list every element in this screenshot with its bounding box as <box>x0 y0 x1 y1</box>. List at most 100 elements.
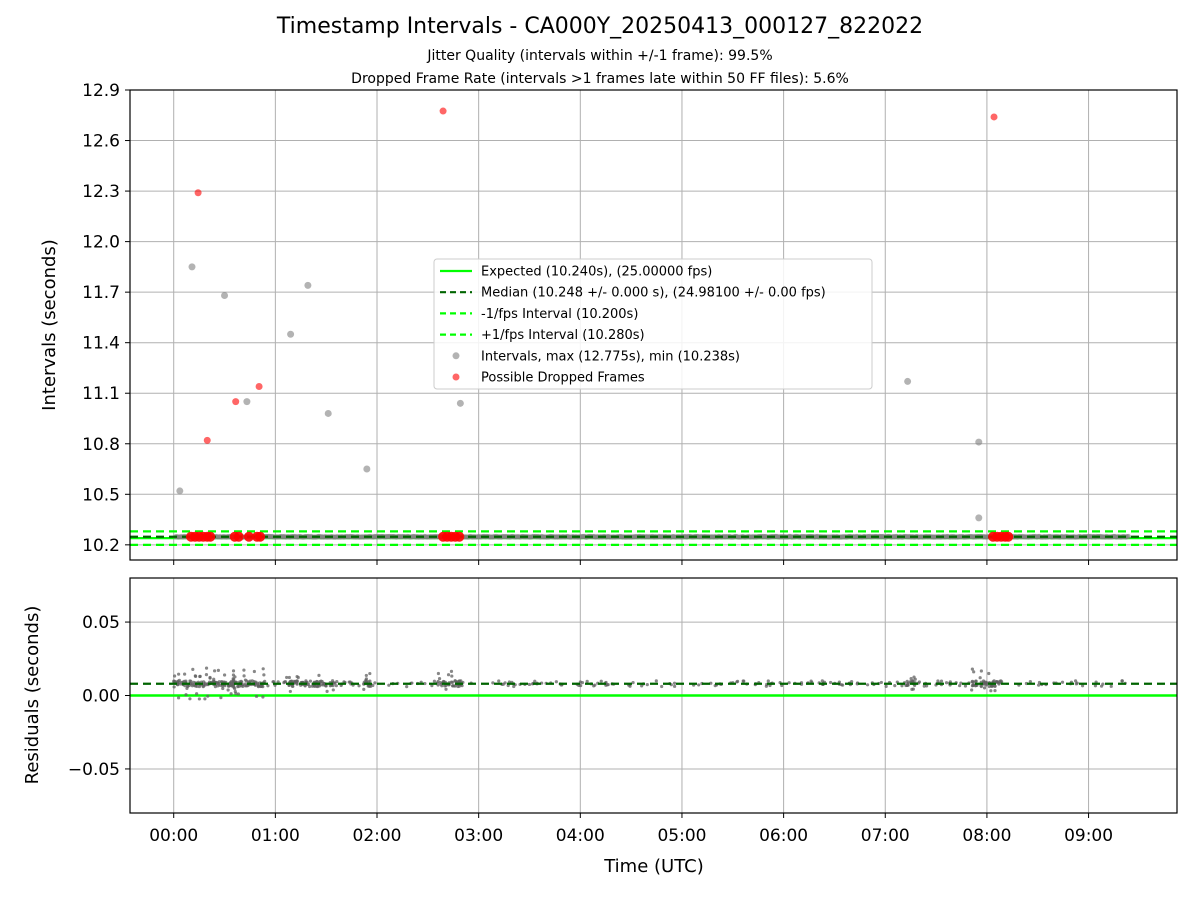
residual-point <box>237 684 242 688</box>
residual-point <box>173 674 177 678</box>
residual-point <box>271 680 275 684</box>
residual-point <box>963 684 968 688</box>
residual-point <box>226 688 230 692</box>
y-tick-label: 12.6 <box>82 132 120 152</box>
residual-point <box>203 697 207 701</box>
residual-point <box>979 669 983 673</box>
residual-point <box>290 684 294 688</box>
legend-label: Median (10.248 +/- 0.000 s), (24.98100 +… <box>481 286 826 301</box>
residual-point <box>216 668 220 672</box>
y-tick-label: 11.1 <box>82 384 120 404</box>
residual-point <box>580 681 585 685</box>
residual-point <box>1120 679 1124 683</box>
intervals-plot-frame <box>129 89 1178 561</box>
residual-point <box>944 681 949 685</box>
residual-point <box>332 681 336 685</box>
residual-point <box>697 683 701 687</box>
residual-point <box>242 674 246 678</box>
residual-point <box>672 681 677 685</box>
dropped-frame-point <box>233 531 244 542</box>
legend-dot-swatch <box>452 352 460 360</box>
residual-point <box>989 684 993 688</box>
residual-point <box>828 680 833 685</box>
residual-point <box>958 684 962 688</box>
residual-point <box>1093 684 1098 688</box>
residual-point <box>325 689 329 693</box>
interval-outlier-point <box>456 399 464 407</box>
residual-point <box>342 680 346 684</box>
residual-point <box>236 692 240 696</box>
residual-point <box>203 681 207 685</box>
residual-point <box>256 684 260 688</box>
residual-point <box>206 694 210 698</box>
y-tick-label: 12.0 <box>82 233 120 253</box>
residual-point <box>450 680 455 684</box>
residual-point <box>194 674 198 678</box>
residual-point <box>1073 679 1078 683</box>
residual-point <box>989 689 993 693</box>
residual-point <box>446 673 451 677</box>
residual-point <box>645 683 649 687</box>
residual-point <box>1000 680 1004 684</box>
residual-point <box>197 697 201 701</box>
residual-point <box>178 682 182 686</box>
residual-point <box>283 680 287 684</box>
x-tick-label: 01:00 <box>251 826 300 846</box>
residual-point <box>276 680 280 684</box>
x-tick-label: 02:00 <box>353 826 402 846</box>
dropped-frame-rate-subtitle: Dropped Frame Rate (intervals >1 frames … <box>351 71 849 87</box>
residual-point <box>997 681 1001 685</box>
residual-point <box>1075 681 1079 685</box>
residual-point <box>191 667 195 671</box>
residual-point <box>220 679 224 684</box>
residual-point <box>1060 680 1065 684</box>
interval-outlier-point <box>221 292 229 300</box>
y-tick-label: 10.2 <box>82 536 120 556</box>
residual-point <box>1101 682 1105 686</box>
intervals-y-axis-label: Intervals (seconds) <box>39 239 60 411</box>
residual-point <box>450 674 454 678</box>
residual-point <box>741 679 745 683</box>
y-tick-label: 12.9 <box>82 81 120 101</box>
residual-point <box>172 685 176 689</box>
residual-point <box>261 695 265 699</box>
dropped-frame-point <box>1003 531 1014 542</box>
interval-outlier-point <box>363 465 371 473</box>
dropped-frame-point <box>255 382 263 390</box>
dropped-frame-point <box>243 531 254 542</box>
residual-point <box>176 696 181 700</box>
residual-point <box>970 679 975 683</box>
residual-point <box>226 684 231 688</box>
residual-point <box>231 673 236 677</box>
residual-point <box>307 684 312 689</box>
dropped-frame-point <box>454 531 465 542</box>
residual-point <box>970 688 974 692</box>
residual-point <box>219 696 223 700</box>
residual-point <box>628 684 632 688</box>
y-tick-label: 0.00 <box>82 687 120 707</box>
residual-point <box>654 679 658 683</box>
residual-point <box>660 684 664 689</box>
residual-point <box>184 693 188 697</box>
residual-point <box>893 684 897 688</box>
residual-point <box>981 679 986 683</box>
residual-point <box>364 673 368 678</box>
residual-point <box>491 681 495 685</box>
residuals-y-axis-label: Residuals (seconds) <box>22 606 43 785</box>
residual-point <box>1080 684 1085 688</box>
residual-point <box>984 683 988 687</box>
dropped-frame-point <box>194 189 202 197</box>
residuals-plot-frame <box>129 577 1178 814</box>
interval-outlier-point <box>176 487 184 495</box>
residual-point <box>925 684 929 688</box>
residual-point <box>766 679 770 683</box>
residual-point <box>982 686 987 690</box>
legend: Expected (10.240s), (25.00000 fps) Median… <box>433 258 873 390</box>
y-tick-label: 11.4 <box>82 334 120 354</box>
residual-point <box>905 679 909 683</box>
dropped-frame-point <box>990 113 998 121</box>
residual-point <box>387 683 391 687</box>
x-tick-label: 09:00 <box>1064 826 1113 846</box>
residual-point <box>1109 684 1113 688</box>
